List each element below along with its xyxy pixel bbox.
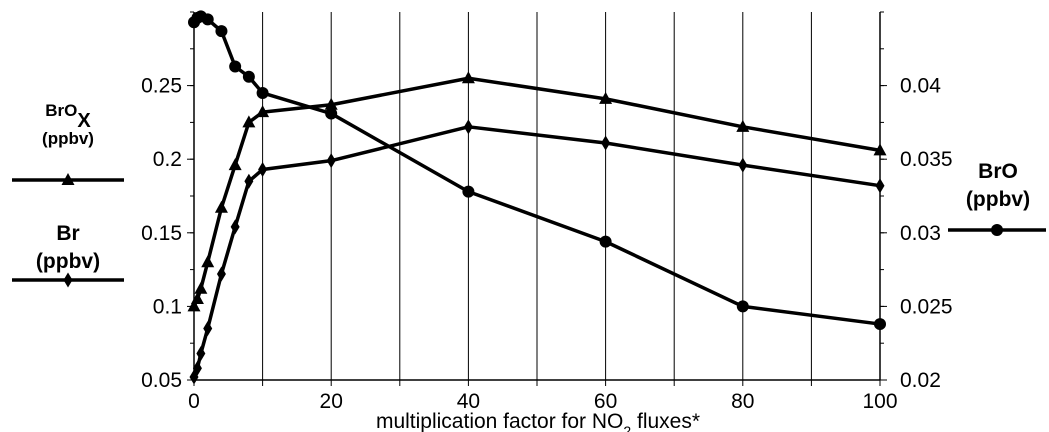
y-right-tick-label: 0.025 (900, 295, 953, 318)
data-point-br (203, 320, 213, 336)
data-point-brox (461, 71, 475, 84)
data-point-br (230, 219, 240, 235)
data-point-brox (736, 119, 750, 132)
data-point-br (244, 173, 254, 189)
legend-label-brox: BrOX (45, 101, 91, 132)
data-point-br (258, 162, 268, 178)
data-point-brox (242, 115, 256, 128)
legend-marker-br (63, 272, 73, 288)
y-left-tick-label: 0.25 (141, 75, 182, 98)
data-point-bro (599, 235, 612, 248)
y-left-tick-label: 0.1 (153, 295, 182, 318)
legend-label-br: Br (56, 222, 79, 245)
data-point-bro (874, 318, 886, 331)
data-point-br (463, 119, 473, 135)
data-point-bro (462, 185, 475, 198)
data-point-brox (201, 255, 215, 268)
x-tick-label: 20 (320, 390, 343, 413)
legend-unit-bro: (ppbv) (966, 188, 1030, 211)
data-point-br (192, 360, 202, 376)
legend-unit-brox: (ppbv) (42, 129, 94, 148)
data-point-br (601, 135, 611, 151)
legend-unit-br: (ppbv) (36, 250, 100, 273)
data-point-bro (229, 60, 242, 73)
data-point-brox (324, 97, 338, 110)
y-left-tick-label: 0.2 (153, 148, 182, 171)
y-right-tick-label: 0.03 (900, 222, 941, 245)
legend-marker-brox (61, 173, 75, 185)
data-point-brox (194, 281, 208, 294)
data-point-brox (214, 200, 228, 213)
data-point-br (875, 178, 885, 194)
x-tick-label: 80 (731, 390, 754, 413)
y-right-tick-label: 0.035 (900, 148, 953, 171)
data-point-bro (201, 13, 214, 26)
y-left-tick-label: 0.15 (141, 222, 182, 245)
tick-labels: 0 20 40 60 80 100 0.05 0.1 0.15 0.2 0.25 0.02 0.025 0… (141, 75, 952, 413)
data-point-br (216, 266, 226, 282)
data-point-bro (736, 300, 749, 313)
data-point-bro (325, 107, 338, 120)
x-tick-label: 0 (188, 390, 200, 413)
legend-marker-bro (991, 224, 1003, 236)
y-right-tick-label: 0.02 (900, 369, 941, 392)
x-tick-label: 60 (594, 390, 617, 413)
data-point-bro (215, 25, 228, 38)
data-point-brox (228, 158, 242, 171)
data-point-brox (187, 299, 201, 312)
legend-label-bro: BrO (978, 160, 1018, 183)
gridlines (262, 12, 812, 380)
data-point-brox (873, 143, 887, 156)
data-point-bro (256, 86, 269, 99)
data-point-bro (242, 70, 255, 83)
data-point-br (326, 153, 336, 169)
y-right-tick-label: 0.04 (900, 75, 941, 98)
x-tick-label: 100 (862, 390, 897, 413)
data-point-brox (599, 91, 613, 104)
data-point-brox (256, 105, 270, 118)
x-axis-label: multiplication factor for NO2 fluxes* (376, 410, 700, 432)
data-point-br (196, 346, 206, 362)
data-point-br (738, 157, 748, 173)
series (187, 10, 887, 385)
legend: BrOX(ppbv)Br(ppbv)BrO(ppbv) (12, 101, 1046, 288)
x-tick-label: 40 (457, 390, 480, 413)
data-point-brox (190, 292, 204, 305)
y-left-tick-label: 0.05 (141, 369, 182, 392)
